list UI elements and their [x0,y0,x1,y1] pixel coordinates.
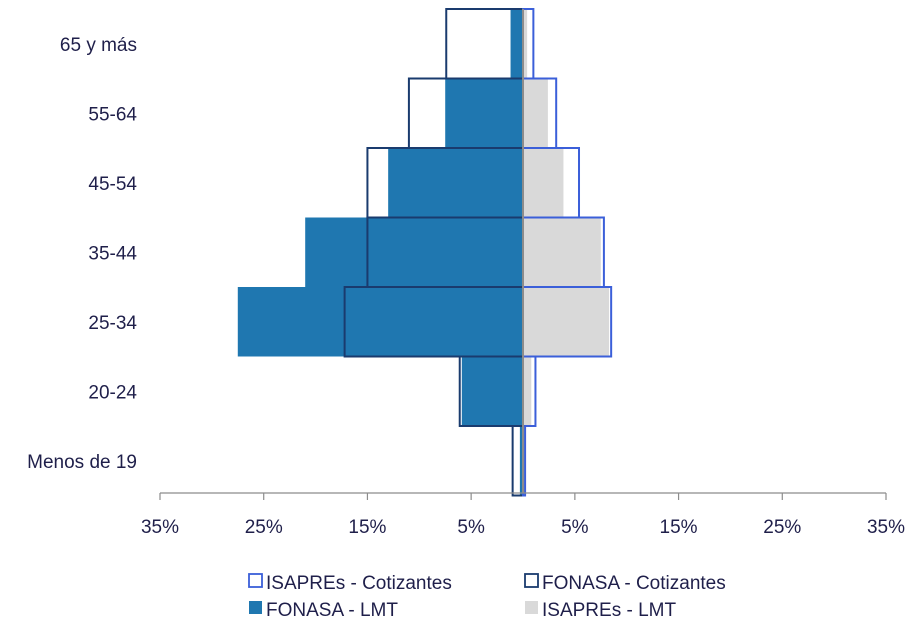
legend-label-fonasa-lmt: FONASA - LMT [266,600,398,621]
category-label-20-24: 20-24 [88,382,137,403]
bar-fonasa-lmt-menos-de-19 [519,426,523,496]
legend-label-isapres-lmt: ISAPREs - LMT [542,600,676,621]
bar-fonasa-lmt-20-24 [461,356,523,426]
category-label-35-44: 35-44 [88,243,137,264]
bar-fonasa-lmt-25-34 [237,287,524,357]
x-tick-label: 25% [245,517,283,538]
category-label-45-54: 45-54 [88,174,137,195]
bar-isapres-lmt-20-24 [523,356,532,426]
category-labels: Menos de 19 20-24 25-34 35-44 45-54 55-64 65 y… [27,35,137,473]
bar-isapres-lmt-35-44 [523,217,601,287]
category-label-25-34: 25-34 [88,313,137,334]
legend-swatch-isapres-lmt [525,601,538,614]
category-label-65-y-mas: 65 y más [60,35,137,56]
x-tick-label: 35% [141,517,179,538]
legend-swatch-fonasa-cotizantes [524,573,539,588]
bar-isapres-lmt-25-34 [523,287,610,357]
x-tick-label: 25% [763,517,801,538]
x-tick-label: 35% [867,517,905,538]
x-axis: 35% 25% 15% 5% 5% 15% 25% 35% [141,9,905,538]
category-label-menos-de-19: Menos de 19 [27,452,137,473]
legend-swatch-fonasa-lmt [249,601,262,614]
bar-fonasa-lmt-55-64 [445,78,523,148]
legend: ISAPREs - Cotizantes FONASA - Cotizantes F… [248,573,726,621]
bar-fonasa-lmt-65-y-mas [510,9,523,79]
bar-fonasa-lmt-35-44 [305,217,523,287]
bars-layer [237,8,613,497]
bar-isapres-lmt-65-y-mas [523,9,528,79]
legend-label-fonasa-cotizantes: FONASA - Cotizantes [542,573,726,594]
bar-isapres-lmt-45-54 [523,148,564,218]
x-tick-label: 15% [660,517,698,538]
legend-swatch-isapres-cotizantes [248,573,263,588]
x-tick-label: 5% [561,517,589,538]
x-tick-label: 15% [348,517,386,538]
legend-label-isapres-cotizantes: ISAPREs - Cotizantes [266,573,452,594]
bar-isapres-lmt-55-64 [523,78,548,148]
x-tick-label: 5% [457,517,485,538]
bar-fonasa-lmt-45-54 [388,148,523,218]
category-label-55-64: 55-64 [88,104,137,125]
